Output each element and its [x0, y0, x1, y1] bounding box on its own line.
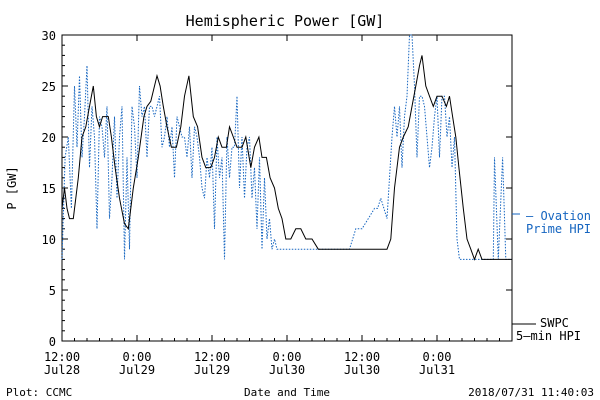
y-tick-label: 30: [42, 29, 56, 43]
series-ovation-prime-line: [61, 34, 512, 260]
x-tick-label-date: Jul29: [194, 363, 230, 377]
x-tick-label-date: Jul31: [419, 363, 455, 377]
legend-ovation-line2: Prime HPI: [526, 222, 591, 236]
series-swpc-line: [61, 55, 512, 261]
legend-ovation-line1: – Ovation: [526, 209, 591, 223]
x-tick-label-time: 0:00: [123, 350, 152, 364]
x-tick-label-date: Jul28: [44, 363, 80, 377]
x-tick-label-time: 12:00: [344, 350, 380, 364]
y-tick-label: 5: [49, 284, 56, 298]
y-tick-label: 25: [42, 80, 56, 94]
y-tick-label: 20: [42, 131, 56, 145]
x-tick-label-time: 0:00: [273, 350, 302, 364]
x-tick-label-time: 12:00: [44, 350, 80, 364]
y-axis-label: P [GW]: [5, 166, 19, 209]
y-tick-label: 0: [49, 335, 56, 349]
x-tick-label-time: 12:00: [194, 350, 230, 364]
y-tick-label: 15: [42, 182, 56, 196]
y-axis: 0 5 10 15 20 25 30: [42, 29, 512, 349]
x-tick-label-time: 0:00: [423, 350, 452, 364]
legend-swpc-line1: SWPC: [540, 316, 569, 330]
x-axis: 12:00Jul280:00Jul2912:00Jul290:00Jul3012…: [44, 35, 500, 377]
x-tick-label-date: Jul30: [344, 363, 380, 377]
footer-plot-credit: Plot: CCMC: [6, 386, 72, 399]
legend-swpc-line2: 5–min HPI: [516, 329, 581, 343]
footer-x-label: Date and Time: [244, 386, 330, 399]
series-layer: [61, 34, 512, 261]
chart-title: Hemispheric Power [GW]: [186, 12, 385, 30]
plot-frame: [61, 34, 513, 342]
x-tick-label-date: Jul29: [119, 363, 155, 377]
footer-timestamp: 2018/07/31 11:40:03: [468, 386, 594, 399]
x-tick-label-date: Jul30: [269, 363, 305, 377]
y-tick-label: 10: [42, 233, 56, 247]
